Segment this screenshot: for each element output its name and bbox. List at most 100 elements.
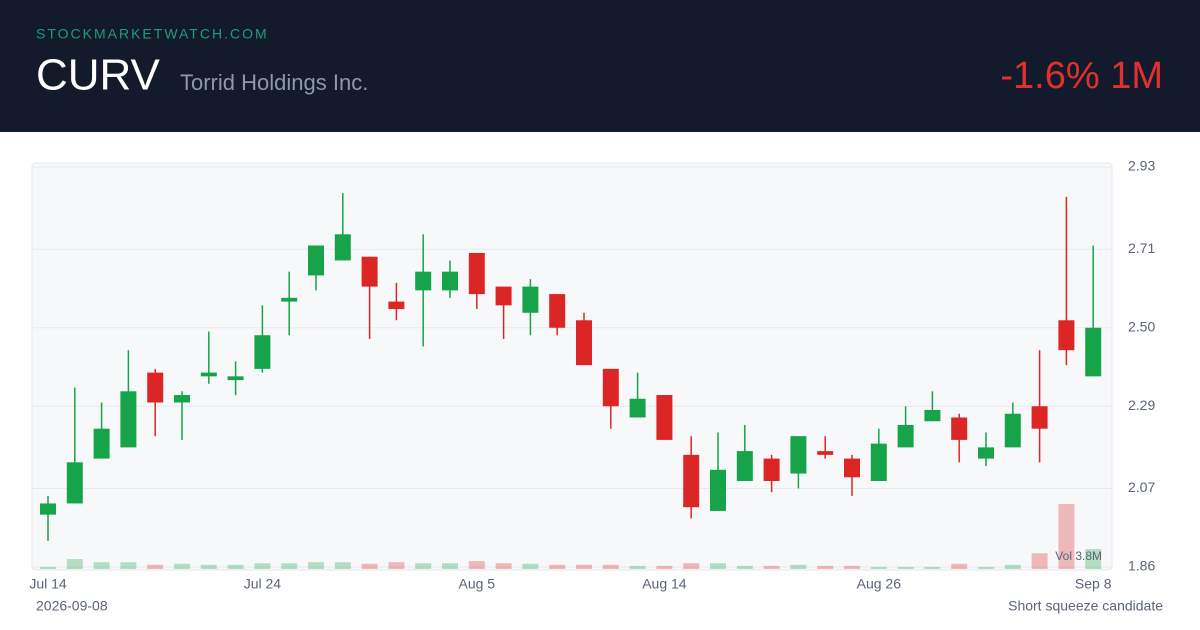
x-tick-label: Aug 26 <box>857 576 902 592</box>
candle-body <box>629 398 646 418</box>
y-tick-label: 2.50 <box>1128 318 1155 334</box>
candle-body <box>522 286 539 313</box>
candle-body <box>361 256 378 287</box>
candle-body <box>1004 413 1021 448</box>
volume-bar <box>93 562 110 569</box>
volume-bar <box>924 566 941 569</box>
y-tick-label: 1.86 <box>1128 558 1155 574</box>
x-tick-label: Jul 14 <box>29 576 67 592</box>
candle-body <box>602 368 619 407</box>
candle-body <box>40 503 56 515</box>
candle-body <box>468 252 485 295</box>
candle-body <box>66 462 83 504</box>
volume-bar <box>334 562 351 569</box>
company-name: Torrid Holdings Inc. <box>180 70 368 95</box>
volume-bar <box>629 565 646 569</box>
candle-body <box>549 294 566 328</box>
plot-area <box>31 162 1113 571</box>
x-tick-label: Aug 5 <box>459 576 496 592</box>
volume-bar <box>951 563 968 569</box>
x-tick-label: Aug 14 <box>642 576 687 592</box>
candle-body <box>656 395 673 440</box>
volume-bar <box>442 563 458 569</box>
candle-body <box>281 297 298 302</box>
volume-bar <box>200 564 217 569</box>
volume-bar <box>897 566 914 569</box>
y-tick-label: 2.29 <box>1128 397 1155 413</box>
volume-bar <box>415 563 432 569</box>
candle-body <box>844 458 860 478</box>
candle-body <box>710 469 726 511</box>
candle-body <box>334 234 351 261</box>
candle-body <box>1085 327 1102 377</box>
candle-body <box>924 409 941 422</box>
candle-body <box>736 451 753 482</box>
volume-bar <box>1085 549 1102 569</box>
volume-bar <box>468 561 485 569</box>
volume-bar <box>844 565 860 569</box>
volume-bar <box>817 565 834 569</box>
candle-body <box>576 320 592 366</box>
candle-body <box>147 372 164 403</box>
volume-bar <box>40 566 56 569</box>
candle-body <box>495 286 512 306</box>
candle-body <box>951 417 968 440</box>
volume-bar <box>147 564 164 569</box>
volume-bar <box>308 562 324 569</box>
volume-bar <box>710 563 726 569</box>
volume-bar <box>227 564 244 569</box>
candle-body <box>254 335 271 369</box>
candle-body <box>415 271 432 291</box>
volume-bar <box>174 563 190 569</box>
volume-bar <box>602 564 619 569</box>
brand: STOCKMARKETWATCH.COM <box>36 26 269 42</box>
volume-bar <box>549 564 566 569</box>
volume-bar <box>763 565 780 569</box>
candle-body <box>227 376 244 381</box>
volume-label: Vol 3.8M <box>1055 549 1102 563</box>
volume-bar <box>576 564 592 569</box>
candle-body <box>978 447 994 459</box>
chart: 1.86 2.07 2.29 2.50 2.71 2.93 Jul 14 Jul 24 Aug … <box>29 158 1155 592</box>
volume-bar <box>978 566 994 569</box>
candle-body <box>763 458 780 482</box>
candle-body <box>308 245 324 276</box>
volume-bar <box>870 566 887 569</box>
volume-bar <box>1031 553 1048 569</box>
candle-body <box>897 424 914 448</box>
volume-bar <box>790 564 807 569</box>
volume-bar <box>495 563 512 569</box>
volume-bar <box>656 565 673 569</box>
volume-bar <box>388 562 405 569</box>
volume-bar <box>254 563 271 569</box>
candle-body <box>200 372 217 377</box>
candle-body <box>790 436 807 474</box>
volume-bar <box>1004 564 1021 569</box>
volume-bar <box>66 559 83 569</box>
price-change: -1.6% 1M <box>1000 55 1163 97</box>
candle-body <box>1031 406 1048 429</box>
candle-body <box>442 271 458 291</box>
footer-date: 2026-09-08 <box>36 598 108 614</box>
header-bar <box>0 0 1200 132</box>
y-tick-label: 2.71 <box>1128 240 1155 256</box>
candle-body <box>174 395 190 403</box>
candle-body <box>388 301 405 310</box>
volume-bar <box>281 563 298 569</box>
footer-note: Short squeeze candidate <box>1008 598 1163 614</box>
candle-body <box>93 428 110 459</box>
candle-body <box>1058 320 1075 351</box>
y-tick-label: 2.93 <box>1128 158 1155 174</box>
candle-body <box>683 454 700 508</box>
volume-bar <box>120 562 137 569</box>
candle-body <box>120 391 137 448</box>
ticker: CURV <box>36 51 161 100</box>
candle-body <box>870 443 887 482</box>
x-tick-label: Jul 24 <box>244 576 282 592</box>
x-tick-label: Sep 8 <box>1075 576 1112 592</box>
volume-bar <box>736 565 753 569</box>
volume-bar <box>361 563 378 569</box>
volume-bar <box>683 563 700 569</box>
